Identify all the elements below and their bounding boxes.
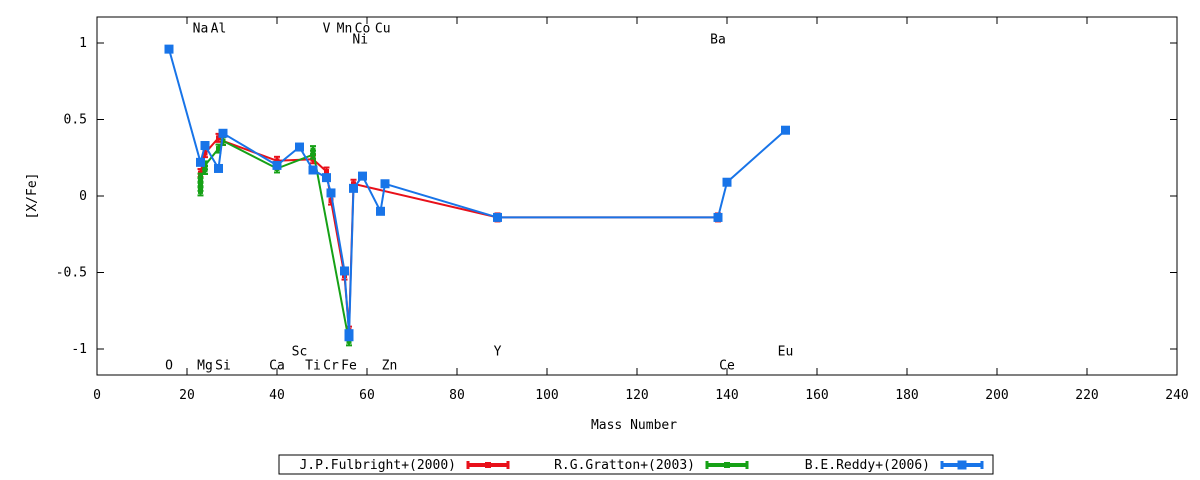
legend-marker [485,462,491,468]
x-axis-ticks: 0 20 40 60 80 100 120 140 160 180 200 220 240 [93,17,1189,403]
data-point [722,177,732,187]
element-label: O [165,358,173,373]
data-point [295,142,304,152]
element-label: V [323,22,331,37]
point-center [274,158,280,164]
series-line [168,48,787,338]
element-label: Mn [337,22,353,37]
element-label: Cu [375,22,391,37]
x-tick-label: 140 [715,388,738,403]
point-center [351,181,356,187]
x-tick-label: 80 [449,388,465,403]
x-tick-label: 120 [625,388,648,403]
point-center [310,147,316,153]
legend-label: R.G.Gratton+(2003) [554,458,695,473]
element-label: Zn [382,358,398,373]
legend-label: B.E.Reddy+(2006) [805,458,930,473]
data-point [218,128,228,138]
point-center [216,146,221,152]
legend-box [278,454,994,475]
x-tick-label: 0 [93,388,101,403]
element-label: Ni [352,32,368,47]
element-label: Fe [341,358,357,373]
data-point [196,157,205,167]
x-axis-title: Mass Number [591,418,677,433]
element-label: Si [215,358,231,373]
data-point [781,125,790,135]
x-tick-label: 60 [359,388,375,403]
element-label: Na [193,22,209,37]
data-point [200,141,210,151]
y-tick-label: 0 [79,189,87,204]
series-3 [164,44,790,342]
data-point [308,165,318,175]
element-label: Y [494,345,502,360]
x-tick-label: 100 [535,388,558,403]
point-center [202,150,208,156]
x-tick-label: 240 [1165,388,1188,403]
data-point [310,145,316,156]
element-labels: Na Al V Mn Co Cu Ni Ba Sc Y Eu O Mg Si Ca Ti Cr Fe Zn Ce [165,22,793,374]
legend-swatch [466,461,510,469]
element-label: Co [355,22,371,37]
element-label: Al [211,22,227,37]
element-label: Sc [292,345,308,360]
y-tick-label: 0.5 [64,113,87,128]
x-tick-label: 160 [805,388,828,403]
element-label: Ce [719,358,735,373]
data-point [493,212,502,222]
x-tick-label: 220 [1075,388,1098,403]
data-point [340,266,349,276]
data-point [713,212,723,222]
data-point [272,160,282,170]
data-point [380,179,390,189]
point-center [346,338,352,344]
y-axis-title: [X/Fe] [25,173,40,220]
y-tick-label: -1 [71,342,87,357]
data-point [214,163,223,173]
legend-swatch [940,460,984,470]
y-axis-ticks: -1 -0.5 0 0.5 1 [56,36,1177,357]
y-tick-label: 1 [79,36,87,51]
legend-marker [724,462,730,468]
data-point [326,188,336,198]
element-label: Mg [197,358,213,373]
data-point [376,206,385,216]
x-tick-label: 20 [179,388,195,403]
data-point [358,171,367,181]
series-layer [164,44,790,347]
point-center [324,169,329,175]
element-label: Ti [305,358,321,373]
y-tick-label: -0.5 [56,265,87,280]
x-tick-label: 200 [985,388,1008,403]
data-point [322,173,331,183]
plot-frame [96,16,1178,376]
element-label: Eu [778,345,794,360]
element-label: Ba [710,32,726,47]
data-point [344,332,354,342]
element-label: Cr [323,358,339,373]
legend-swatch [705,461,749,469]
legend-marker [957,460,967,470]
x-tick-label: 40 [269,388,285,403]
data-point [349,183,358,193]
legend: J.P.Fulbright+(2000) R.G.Gratton+(2003) B.… [278,454,994,475]
x-tick-label: 180 [895,388,918,403]
point-center [328,198,334,204]
legend-label: J.P.Fulbright+(2000) [299,458,456,473]
point-center [216,135,221,141]
data-point [164,44,174,54]
point-center [198,175,203,181]
element-label: Ca [269,358,285,373]
